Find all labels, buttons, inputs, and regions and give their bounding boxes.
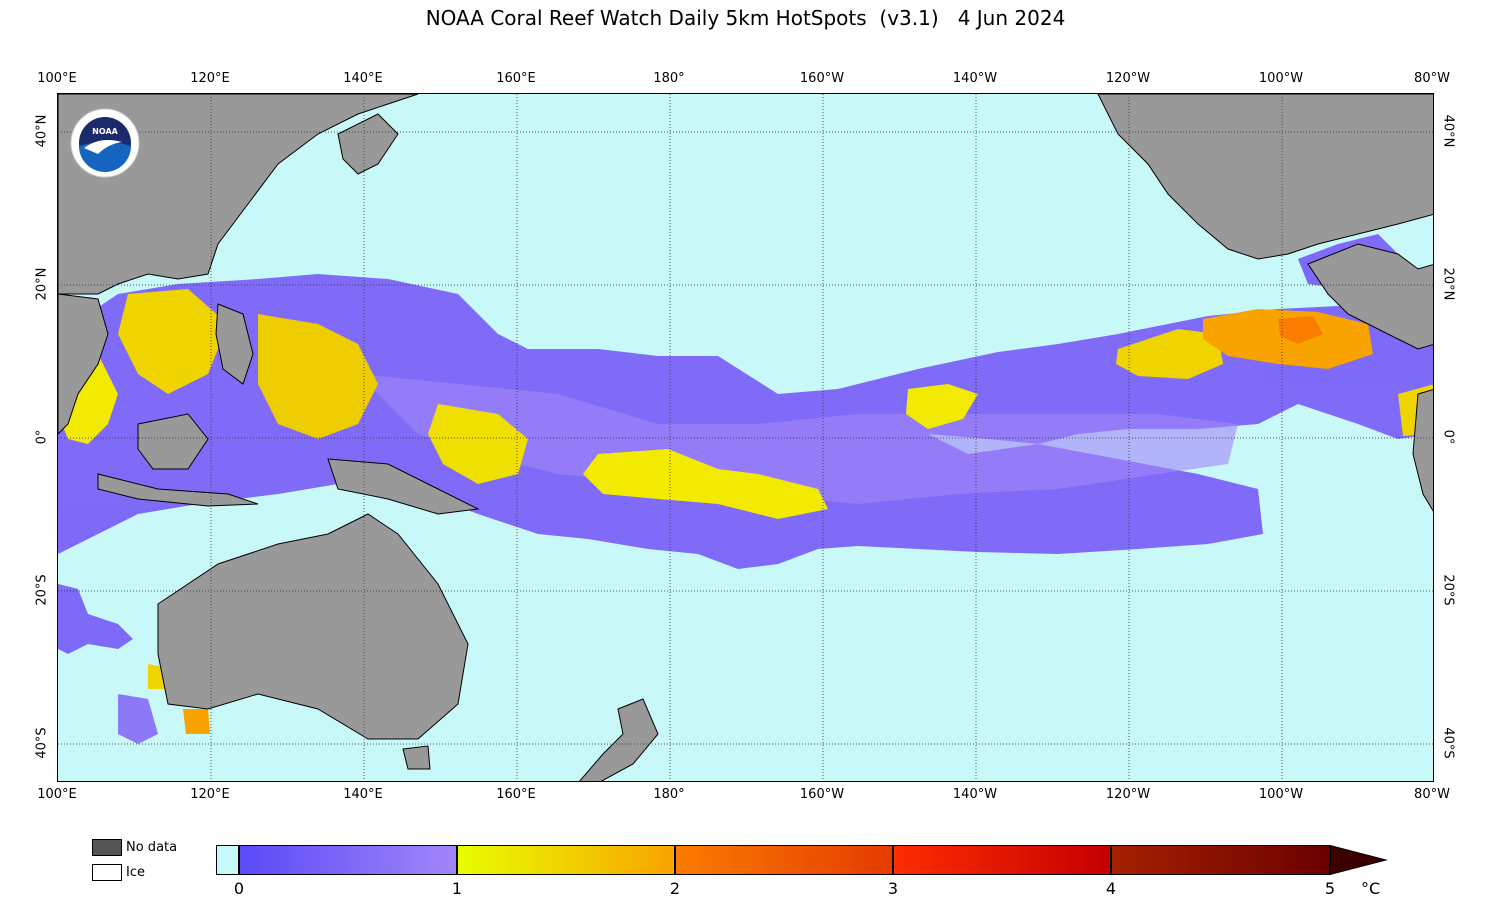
ice-label: Ice <box>126 865 145 880</box>
map-canvas <box>58 94 1433 781</box>
lon-label-bottom: 180° <box>653 787 685 802</box>
land-new-guinea <box>327 458 480 515</box>
map-title: NOAA Coral Reef Watch Daily 5km HotSpots… <box>425 6 1066 30</box>
no-data-swatch <box>92 839 122 856</box>
lon-label-top: 160°E <box>496 71 536 86</box>
colorbar-segment-3-4 <box>893 845 1111 875</box>
graticule <box>58 94 1433 781</box>
land-borneo <box>137 413 209 470</box>
hotspot-yellow-equatorial <box>906 384 978 429</box>
lat-label-left: 20°S <box>34 574 50 606</box>
colorbar-unit: °C <box>1361 879 1381 898</box>
hotspot-yellow-central-am <box>1116 329 1223 379</box>
lon-label-bottom: 160°E <box>496 787 536 802</box>
hotspot-yellow-layer <box>58 289 1433 689</box>
colorbar-tick: 4 <box>1105 879 1117 898</box>
land-australia <box>157 513 469 740</box>
lat-label-right: 40°N <box>1440 114 1456 148</box>
colorbar-segment-0-1 <box>239 845 457 875</box>
hotspot-region-w-australia <box>118 694 158 744</box>
colorbar-extend-arrow <box>1329 845 1388 876</box>
hotspot-orange-core <box>1278 316 1323 344</box>
lon-label-top: 140°W <box>952 71 998 86</box>
lat-label-left: 40°S <box>34 727 50 759</box>
lon-label-top: 100°E <box>37 71 77 86</box>
colorbar-segment-1-2 <box>457 845 675 875</box>
land-tasmania <box>402 745 431 770</box>
lat-label-left: 20°N <box>34 267 50 301</box>
lat-label-right: 0° <box>1440 429 1456 445</box>
colorbar-tick: 1 <box>451 879 463 898</box>
colorbar-segment-4-5 <box>1111 845 1330 875</box>
colorbar-below-zero <box>216 845 239 875</box>
hotspot-light-purple-layer <box>358 374 1238 504</box>
land-central-america <box>1307 243 1433 350</box>
hotspot-region-west-pacific <box>58 274 1433 569</box>
lon-label-bottom: 140°W <box>952 787 998 802</box>
colorbar-segment-2-3 <box>675 845 893 875</box>
ice-swatch <box>92 864 122 881</box>
lat-label-right: 20°S <box>1440 574 1456 606</box>
lat-label-left: 0° <box>34 429 50 445</box>
hotspot-orange-w-australia <box>183 709 210 734</box>
lon-label-bottom: 120°W <box>1105 787 1151 802</box>
colorbar-tick: 3 <box>887 879 899 898</box>
lat-label-right: 40°S <box>1440 727 1456 759</box>
land-layer <box>58 94 1433 781</box>
lon-label-top: 120°E <box>190 71 230 86</box>
svg-text:NOAA: NOAA <box>92 127 118 136</box>
land-south-america <box>1412 389 1433 512</box>
lon-label-top: 180° <box>653 71 685 86</box>
lon-label-bottom: 100°E <box>37 787 77 802</box>
lon-label-top: 100°W <box>1258 71 1304 86</box>
lon-label-bottom: 120°E <box>190 787 230 802</box>
hotspot-map <box>57 93 1434 782</box>
colorbar-tick: 2 <box>669 879 681 898</box>
lon-label-top: 160°W <box>799 71 845 86</box>
colorbar-tick: 0 <box>233 879 245 898</box>
land-north-america <box>1097 94 1433 260</box>
hotspot-orange-layer <box>183 309 1373 734</box>
lat-label-left: 40°N <box>34 114 50 148</box>
hotspot-region-indian-ocean <box>58 584 133 654</box>
land-asia <box>58 94 419 295</box>
colorbar <box>216 845 1388 876</box>
hotspot-yellow-png <box>258 314 378 439</box>
hotspot-yellow-south-pacific <box>583 449 828 519</box>
colorbar-tick: 5 <box>1324 879 1336 898</box>
hotspot-yellow-philippine <box>118 289 228 394</box>
lon-label-top: 140°E <box>343 71 383 86</box>
land-philippines <box>215 303 254 385</box>
lon-label-bottom: 160°W <box>799 787 845 802</box>
lat-label-right: 20°N <box>1440 267 1456 301</box>
lon-label-top: 120°W <box>1105 71 1151 86</box>
noaa-logo: NOAA <box>70 108 140 178</box>
lon-label-bottom: 100°W <box>1258 787 1304 802</box>
lon-label-bottom: 140°E <box>343 787 383 802</box>
hotspot-yellow-solomon <box>428 404 528 484</box>
land-new-zealand <box>579 698 659 781</box>
lon-label-top: 80°W <box>1414 71 1450 86</box>
land-japan <box>337 113 399 175</box>
lon-label-bottom: 80°W <box>1414 787 1450 802</box>
land-sumatra-java <box>97 473 259 507</box>
land-indochina <box>58 293 109 435</box>
no-data-label: No data <box>126 840 178 855</box>
